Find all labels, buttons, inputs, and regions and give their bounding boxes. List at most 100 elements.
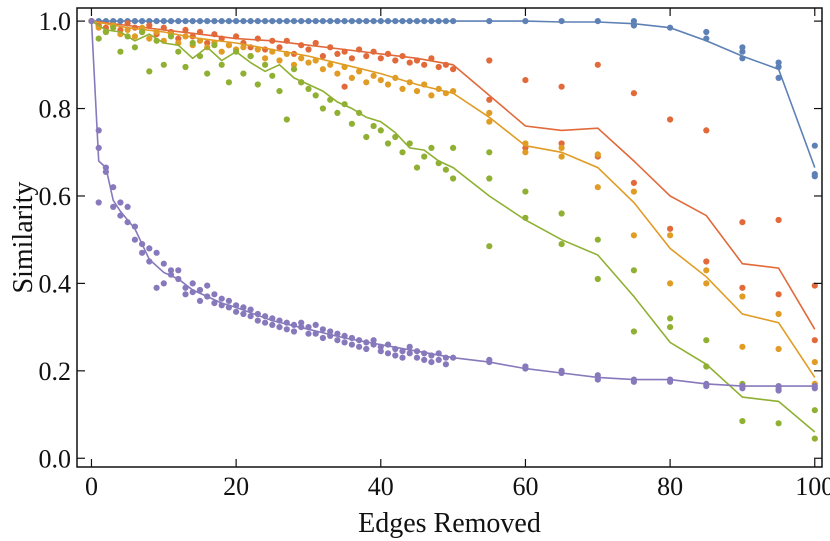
data-point-green bbox=[442, 166, 449, 173]
data-point-purple bbox=[421, 350, 428, 357]
data-point-orange bbox=[399, 53, 406, 60]
data-point-green bbox=[348, 120, 355, 127]
data-point-green bbox=[110, 24, 117, 31]
data-point-green bbox=[240, 70, 247, 77]
data-point-orange bbox=[377, 55, 384, 62]
data-point-orange bbox=[594, 61, 601, 68]
data-point-yellow bbox=[290, 61, 298, 68]
data-point-green bbox=[131, 44, 138, 51]
data-point-orange bbox=[558, 83, 565, 90]
data-point-blue bbox=[312, 18, 319, 25]
data-point-purple bbox=[233, 302, 240, 309]
data-point-blue bbox=[399, 18, 406, 25]
data-point-purple bbox=[413, 354, 421, 361]
data-point-green bbox=[153, 37, 160, 44]
data-point-green bbox=[175, 48, 182, 55]
y-tick-label: 1.0 bbox=[39, 7, 72, 36]
data-point-blue bbox=[356, 18, 363, 25]
data-point-yellow bbox=[276, 57, 283, 64]
data-point-green bbox=[703, 337, 710, 344]
data-point-yellow bbox=[442, 90, 449, 97]
data-point-yellow bbox=[218, 48, 225, 55]
data-point-purple bbox=[95, 144, 102, 151]
data-point-green bbox=[421, 153, 428, 160]
data-point-yellow bbox=[558, 144, 565, 151]
data-point-purple bbox=[370, 341, 377, 348]
data-point-orange bbox=[182, 26, 189, 33]
data-point-orange bbox=[384, 50, 392, 58]
series-green bbox=[88, 18, 818, 442]
data-point-purple bbox=[775, 383, 782, 390]
data-point-blue bbox=[450, 18, 457, 25]
data-point-blue bbox=[319, 18, 326, 25]
data-point-blue bbox=[211, 18, 218, 25]
data-point-blue bbox=[739, 48, 746, 55]
data-point-blue bbox=[775, 74, 782, 81]
data-point-purple bbox=[298, 319, 305, 326]
data-point-blue bbox=[558, 18, 565, 25]
data-point-purple bbox=[254, 310, 261, 318]
data-point-purple bbox=[384, 350, 392, 357]
data-point-yellow bbox=[269, 48, 276, 55]
data-point-purple bbox=[225, 297, 232, 304]
x-tick-label: 20 bbox=[223, 472, 249, 501]
data-point-purple bbox=[739, 385, 746, 392]
data-point-purple bbox=[442, 361, 449, 368]
data-point-green bbox=[739, 418, 746, 425]
data-point-yellow bbox=[153, 28, 160, 36]
data-point-green bbox=[247, 53, 254, 60]
data-point-blue bbox=[667, 24, 674, 31]
data-point-green bbox=[211, 42, 218, 49]
data-point-green bbox=[486, 149, 493, 156]
data-point-purple bbox=[139, 249, 146, 256]
data-point-blue bbox=[167, 18, 175, 25]
data-point-blue bbox=[406, 18, 413, 25]
data-point-blue bbox=[775, 59, 782, 66]
data-point-orange bbox=[312, 39, 319, 47]
data-point-yellow bbox=[298, 55, 305, 62]
data-point-purple bbox=[703, 383, 710, 390]
data-point-yellow bbox=[421, 81, 428, 88]
data-point-orange bbox=[211, 31, 218, 38]
data-point-purple bbox=[356, 343, 363, 350]
data-point-yellow bbox=[594, 151, 601, 158]
data-point-green bbox=[146, 68, 153, 75]
data-point-purple bbox=[370, 337, 377, 344]
data-point-blue bbox=[421, 18, 428, 25]
data-point-purple bbox=[334, 337, 341, 344]
data-point-yellow bbox=[703, 267, 710, 274]
data-point-orange bbox=[124, 20, 131, 27]
data-point-orange bbox=[428, 55, 435, 62]
data-point-purple bbox=[139, 241, 146, 248]
data-point-purple bbox=[211, 291, 218, 298]
data-point-green bbox=[594, 275, 601, 283]
data-point-blue bbox=[341, 18, 348, 25]
data-point-blue bbox=[225, 18, 232, 25]
data-point-orange bbox=[450, 66, 457, 73]
data-point-green bbox=[319, 105, 326, 112]
data-point-yellow bbox=[739, 343, 746, 350]
data-point-blue bbox=[175, 18, 182, 25]
data-point-purple bbox=[218, 295, 225, 302]
data-point-yellow bbox=[305, 59, 312, 66]
data-point-green bbox=[139, 28, 146, 36]
data-point-blue bbox=[594, 18, 601, 25]
data-point-orange bbox=[254, 35, 261, 42]
data-point-purple bbox=[247, 306, 254, 313]
data-point-purple bbox=[341, 339, 348, 346]
data-point-orange bbox=[739, 284, 746, 291]
data-point-purple bbox=[95, 127, 102, 134]
data-point-green bbox=[160, 61, 167, 68]
data-point-purple bbox=[196, 286, 204, 294]
data-point-purple bbox=[399, 354, 406, 361]
data-point-blue bbox=[139, 18, 146, 25]
data-point-green bbox=[298, 79, 305, 86]
data-point-orange bbox=[298, 42, 305, 49]
data-point-purple bbox=[334, 330, 341, 337]
data-point-orange bbox=[775, 216, 782, 224]
data-point-blue bbox=[218, 18, 225, 25]
data-point-blue bbox=[189, 18, 196, 25]
data-point-orange bbox=[703, 258, 710, 265]
data-point-purple bbox=[160, 260, 167, 267]
